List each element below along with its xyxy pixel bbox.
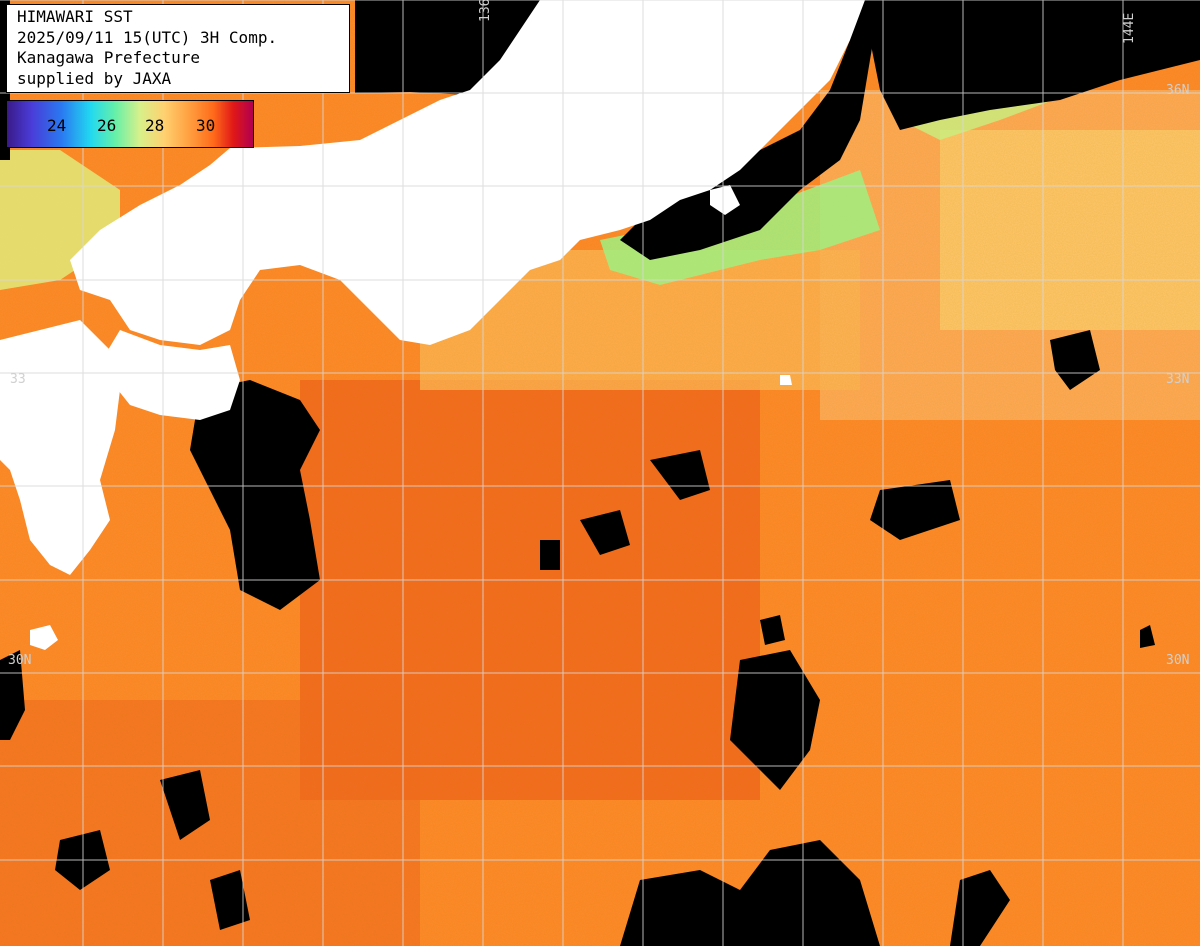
land-islet-1 (30, 625, 58, 650)
scale-label-30: 30 (196, 116, 216, 135)
lon-label-144e: 144E (1122, 12, 1137, 44)
provider-prefecture: Kanagawa Prefecture (17, 48, 201, 67)
land-peninsula (530, 195, 580, 240)
lon-label-136e: 136E (478, 0, 493, 22)
info-box: HIMAWARI SST 2025/09/11 15(UTC) 3H Comp.… (6, 4, 350, 93)
land-bay-island (710, 185, 740, 215)
land-shikoku (105, 330, 240, 420)
composite-timestamp: 2025/09/11 15(UTC) 3H Comp. (17, 27, 278, 47)
scale-label-28: 28 (145, 116, 165, 135)
land-kyushu (0, 320, 120, 575)
lat-label-36n: 36N (1166, 83, 1190, 98)
scale-label-26: 26 (97, 116, 117, 135)
temperature-color-scale: 24 26 28 30 (6, 100, 254, 148)
land-areas (0, 0, 865, 650)
scale-label-24: 24 (47, 116, 67, 135)
data-supplier: supplied by JAXA (17, 68, 172, 88)
product-title: HIMAWARI SST (17, 7, 133, 26)
lat-label-30n-left: 30N (8, 653, 32, 668)
lat-label-33-left: 33 (10, 372, 26, 387)
land-islet-3 (10, 378, 28, 394)
lat-label-33n: 33N (1166, 372, 1190, 387)
lat-label-30n: 30N (1166, 653, 1190, 668)
land-north-strip (560, 0, 680, 20)
land-islet-2 (780, 375, 792, 385)
land-honshu (70, 0, 865, 345)
